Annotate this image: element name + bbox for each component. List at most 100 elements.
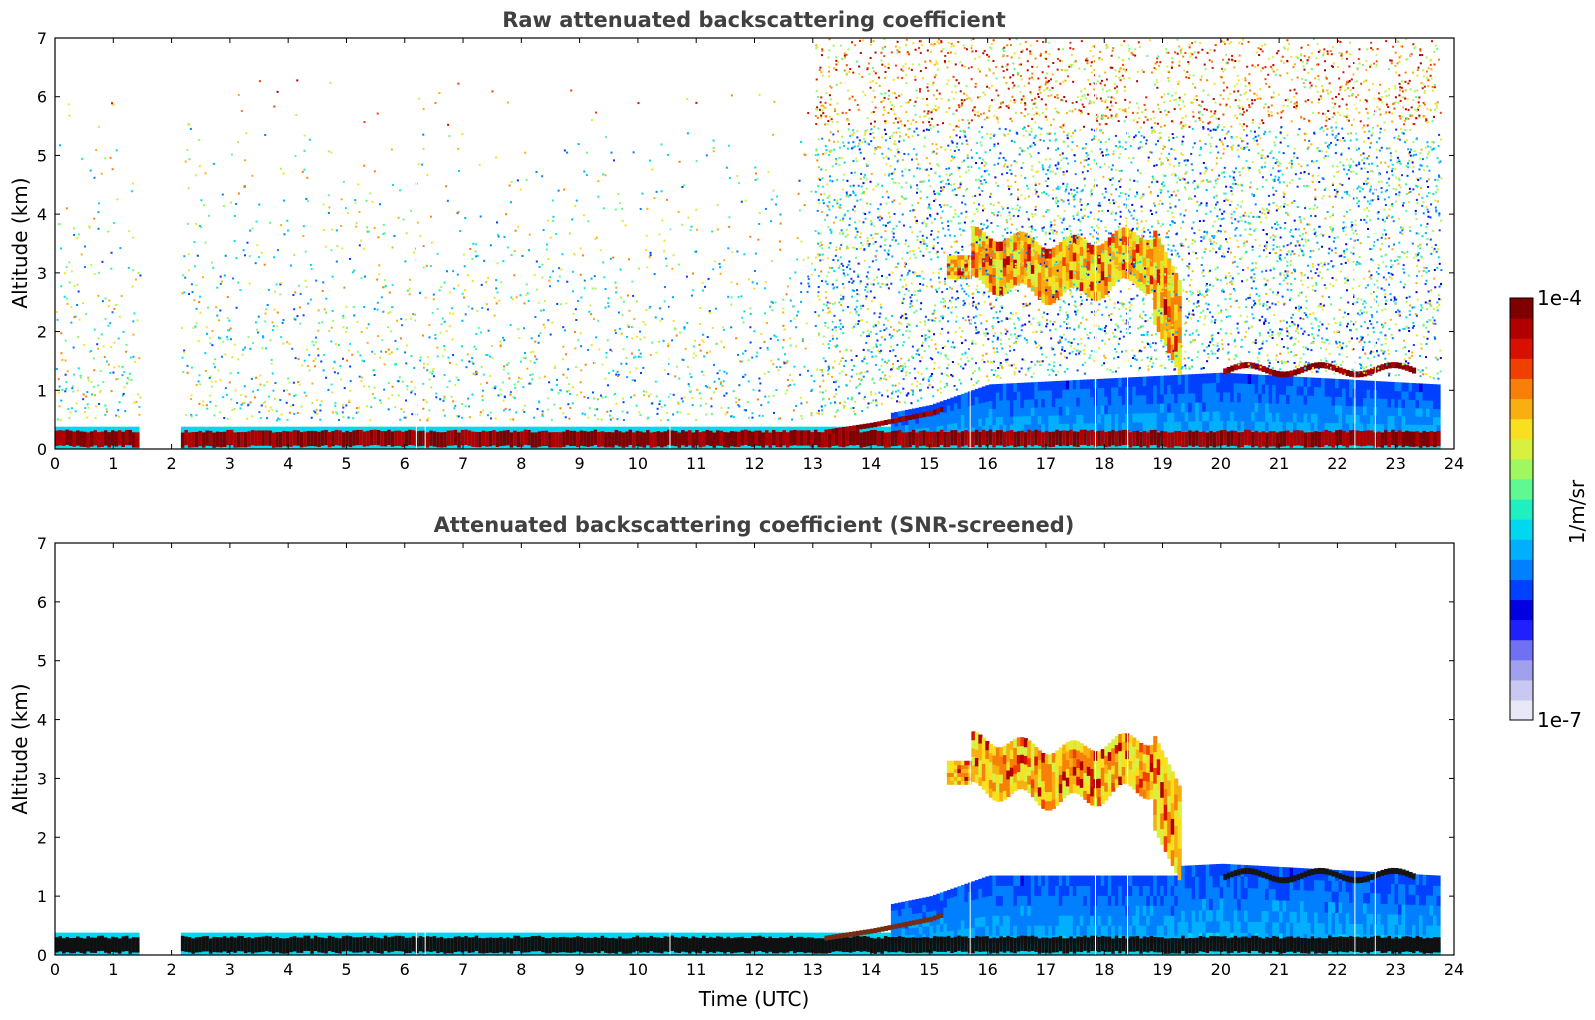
x-tick-label: 0 xyxy=(50,960,60,979)
colorbar: 1e-4 1e-7 1/m/sr xyxy=(1509,286,1589,732)
x-tick-label: 6 xyxy=(400,960,410,979)
panel-screened: Attenuated backscattering coefficient (S… xyxy=(8,513,1464,1011)
x-tick-label: 11 xyxy=(686,960,706,979)
panel-screened-title: Attenuated backscattering coefficient (S… xyxy=(434,513,1075,537)
y-tick-label: 2 xyxy=(37,323,47,342)
x-tick-label: 12 xyxy=(744,454,764,473)
x-tick-label: 9 xyxy=(575,960,585,979)
x-tick-label: 8 xyxy=(516,960,526,979)
y-tick-label: 7 xyxy=(37,29,47,48)
x-tick-label: 10 xyxy=(628,960,648,979)
colorbar-swatch xyxy=(1510,659,1533,681)
x-tick-label: 23 xyxy=(1386,960,1406,979)
y-tick-label: 4 xyxy=(37,205,47,224)
x-tick-label: 9 xyxy=(575,454,585,473)
x-tick-label: 15 xyxy=(919,454,939,473)
y-tick-label: 1 xyxy=(37,887,47,906)
x-tick-label: 0 xyxy=(50,454,60,473)
y-tick-label: 7 xyxy=(37,534,47,553)
y-tick-label: 6 xyxy=(37,593,47,612)
colorbar-swatch xyxy=(1510,539,1533,560)
x-tick-label: 14 xyxy=(861,454,881,473)
colorbar-swatch xyxy=(1510,519,1533,540)
colorbar-swatch xyxy=(1510,699,1533,721)
panel-screened-heatmap xyxy=(55,543,1441,955)
x-tick-label: 13 xyxy=(803,960,823,979)
colorbar-swatch xyxy=(1510,579,1533,601)
x-tick-label: 20 xyxy=(1211,960,1231,979)
colorbar-swatch xyxy=(1510,599,1533,621)
x-tick-label: 1 xyxy=(108,960,118,979)
colorbar-max-label: 1e-4 xyxy=(1537,286,1582,310)
x-tick-label: 17 xyxy=(1036,454,1056,473)
x-tick-label: 18 xyxy=(1094,960,1114,979)
x-tick-label: 18 xyxy=(1094,454,1114,473)
colorbar-swatch xyxy=(1510,679,1533,701)
colorbar-swatch xyxy=(1510,619,1533,641)
y-tick-label: 5 xyxy=(37,652,47,671)
x-tick-label: 24 xyxy=(1444,960,1464,979)
y-tick-label: 4 xyxy=(37,711,47,730)
colorbar-swatch xyxy=(1510,559,1533,580)
colorbar-swatch xyxy=(1510,438,1533,460)
colorbar-swatch xyxy=(1510,358,1533,379)
y-tick-label: 3 xyxy=(37,264,47,283)
x-tick-label: 7 xyxy=(458,454,468,473)
panel-raw-title: Raw attenuated backscattering coefficien… xyxy=(502,8,1006,32)
colorbar-swatch xyxy=(1510,298,1533,319)
x-tick-label: 13 xyxy=(803,454,823,473)
y-tick-label: 0 xyxy=(37,440,47,459)
panel-screened-axes: 0 1 2 3 4 5 6 7 8 9 10 11 12 13 14 15 16 17 18 19 20 21 22 23 24… xyxy=(37,534,1464,979)
colorbar-swatch xyxy=(1510,378,1533,400)
x-tick-label: 6 xyxy=(400,454,410,473)
panel-raw-ylabel: Altitude (km) xyxy=(8,177,32,308)
x-tick-label: 5 xyxy=(341,960,351,979)
colorbar-frame xyxy=(1509,297,1534,721)
colorbar-swatch xyxy=(1510,498,1533,520)
panel-raw-heatmap xyxy=(55,38,1443,449)
x-tick-label: 7 xyxy=(458,960,468,979)
y-tick-label: 2 xyxy=(37,828,47,847)
colorbar-min-label: 1e-7 xyxy=(1537,708,1582,732)
x-tick-label: 22 xyxy=(1327,454,1347,473)
colorbar-swatch xyxy=(1510,639,1533,661)
x-tick-label: 16 xyxy=(977,960,997,979)
x-tick-label: 15 xyxy=(919,960,939,979)
panel-screened-xlabel: Time (UTC) xyxy=(698,987,810,1011)
x-tick-label: 14 xyxy=(861,960,881,979)
panel-raw: Raw attenuated backscattering coefficien… xyxy=(8,8,1464,473)
x-tick-label: 16 xyxy=(977,454,997,473)
x-tick-label: 1 xyxy=(108,454,118,473)
x-tick-label: 17 xyxy=(1036,960,1056,979)
panel-raw-axes: 0 1 2 3 4 5 6 7 8 9 10 11 12 13 14 15 16 17 18 19 20 21 22 23 24… xyxy=(37,29,1464,473)
x-tick-label: 12 xyxy=(744,960,764,979)
x-tick-label: 3 xyxy=(225,960,235,979)
x-tick-label: 23 xyxy=(1386,454,1406,473)
x-tick-label: 11 xyxy=(686,454,706,473)
y-tick-label: 1 xyxy=(37,381,47,400)
colorbar-unit-label: 1/m/sr xyxy=(1565,479,1589,544)
y-tick-label: 5 xyxy=(37,146,47,165)
x-tick-label: 10 xyxy=(628,454,648,473)
y-tick-label: 3 xyxy=(37,769,47,788)
x-tick-label: 21 xyxy=(1269,454,1289,473)
x-tick-label: 4 xyxy=(283,960,293,979)
x-tick-label: 24 xyxy=(1444,454,1464,473)
colorbar-swatch xyxy=(1510,458,1533,480)
x-tick-label: 2 xyxy=(166,960,176,979)
colorbar-swatch xyxy=(1510,318,1533,339)
x-tick-label: 21 xyxy=(1269,960,1289,979)
colorbar-swatch xyxy=(1510,418,1533,440)
x-tick-label: 3 xyxy=(225,454,235,473)
y-tick-label: 0 xyxy=(37,946,47,965)
panel-screened-ylabel: Altitude (km) xyxy=(8,683,32,814)
x-tick-label: 2 xyxy=(166,454,176,473)
x-tick-label: 20 xyxy=(1211,454,1231,473)
x-tick-label: 4 xyxy=(283,454,293,473)
colorbar-gradient xyxy=(1510,298,1533,721)
y-tick-label: 6 xyxy=(37,88,47,107)
colorbar-swatch xyxy=(1510,338,1533,359)
x-tick-label: 5 xyxy=(341,454,351,473)
colorbar-swatch xyxy=(1510,398,1533,420)
